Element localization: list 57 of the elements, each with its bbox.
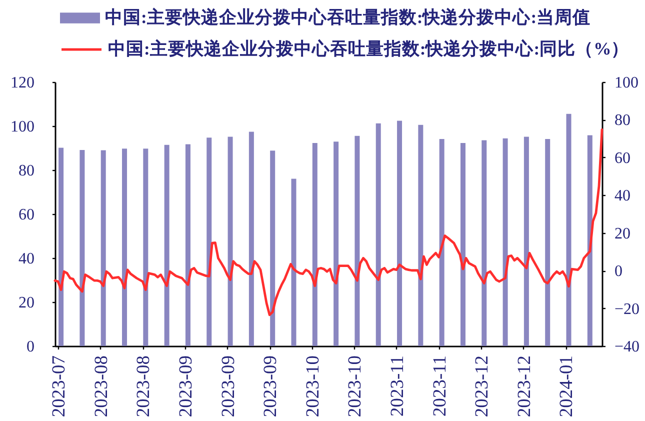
bar	[566, 114, 572, 346]
x-tick-label: 2023-10	[346, 356, 366, 418]
bar	[334, 142, 339, 346]
x-tick-label: 2023-09	[261, 356, 282, 418]
bar	[185, 144, 190, 346]
bar	[545, 138, 550, 346]
bar	[80, 150, 85, 346]
bar	[122, 148, 128, 346]
y2-tick-label: 0	[614, 263, 622, 280]
bar	[58, 148, 64, 346]
bar	[291, 178, 296, 346]
x-tick-label: 2023-11	[430, 356, 450, 416]
x-tick-label: 2023-09	[218, 356, 239, 418]
y2-tick-label: 20	[614, 225, 630, 242]
y-tick-label: 120	[10, 74, 34, 92]
legend-label: 中国:主要快递企业分拨中心吞吐量指数:快递分拨中心:同比（%）	[108, 38, 630, 58]
bar	[143, 148, 148, 346]
bar	[206, 138, 212, 346]
legend-label: 中国:主要快递企业分拨中心吞吐量指数:快递分拨中心:当周值	[105, 7, 591, 27]
x-tick-label: 2023-09	[176, 356, 196, 418]
bar	[587, 135, 592, 346]
y-tick-label: 80	[18, 162, 34, 180]
bar	[312, 142, 318, 346]
y-tick-label: 40	[18, 250, 34, 268]
y2-tick-label: −20	[614, 300, 640, 318]
bar	[100, 150, 106, 346]
x-tick-label: 2023-08	[92, 356, 112, 418]
bar	[397, 120, 402, 346]
line-series	[54, 128, 604, 316]
bar	[248, 132, 254, 346]
x-tick-label: 2023-10	[303, 356, 324, 418]
x-tick-label: 2023-08	[134, 356, 154, 418]
bar	[524, 136, 529, 346]
x-tick-label: 2023-07	[50, 356, 70, 418]
bar	[482, 140, 487, 346]
bar	[228, 136, 233, 346]
bar	[376, 123, 381, 346]
bar	[354, 136, 360, 346]
y-tick-label: 20	[18, 294, 34, 312]
y2-tick-label: 80	[614, 112, 630, 130]
y2-tick-label: 100	[614, 74, 638, 92]
bar	[460, 142, 466, 346]
y-tick-label: 60	[18, 206, 34, 224]
x-tick-label: 2023-12	[514, 356, 535, 418]
bar	[439, 138, 444, 346]
bar	[418, 124, 424, 346]
x-tick-label: 2024-01	[557, 356, 578, 418]
bar	[270, 150, 276, 346]
x-tick-label: 2023-11	[388, 356, 408, 416]
y2-tick-label: −40	[614, 338, 640, 356]
bar	[164, 144, 170, 346]
x-tick-label: 2023-12	[472, 356, 493, 418]
bar	[502, 138, 508, 346]
y2-tick-label: 60	[614, 150, 630, 167]
y-tick-label: 0	[26, 338, 34, 356]
y2-tick-label: 40	[614, 188, 630, 205]
y-tick-label: 100	[10, 118, 34, 136]
